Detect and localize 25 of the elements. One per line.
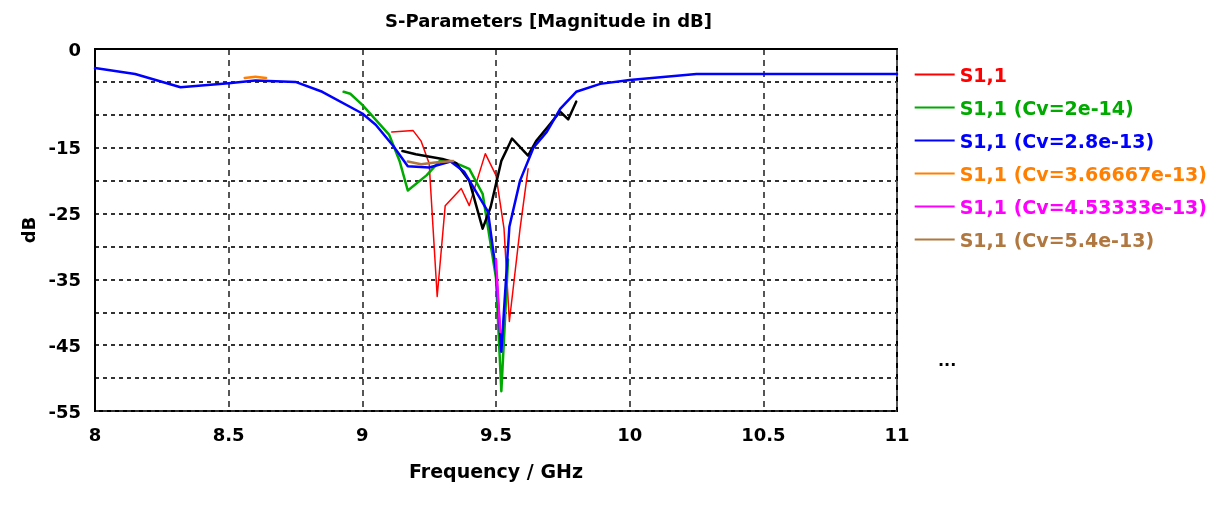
y-tick-label: -35 (48, 268, 81, 290)
y-tick-label: -45 (48, 334, 81, 356)
y-tick-label: -15 (48, 137, 81, 159)
legend-label: S1,1 (959, 63, 1008, 86)
y-tick-label: -25 (48, 203, 81, 225)
legend-label: S1,1 (Cv=4.53333e-13) (959, 195, 1207, 218)
x-tick-label: 10.5 (741, 423, 786, 445)
x-tick-label: 8 (88, 423, 102, 445)
legend-label: S1,1 (Cv=2e-14) (959, 96, 1134, 119)
x-tick-label: 8.5 (212, 423, 245, 445)
x-tick-label: 10 (617, 423, 643, 445)
y-tick-label: -55 (48, 400, 81, 422)
legend-label: S1,1 (Cv=3.66667e-13) (959, 162, 1207, 185)
x-tick-label: 9 (356, 423, 369, 445)
y-axis-title: dB (17, 216, 39, 244)
legend-label: S1,1 (Cv=5.4e-13) (959, 228, 1155, 251)
y-tick-label: 0 (68, 38, 81, 60)
x-tick-label: 11 (884, 423, 910, 445)
text: ... (938, 350, 957, 370)
line-series (93, 66, 899, 354)
legend-label: S1,1 (Cv=2.8e-13) (959, 129, 1155, 152)
chart-title: S-Parameters [Magnitude in dB] (385, 9, 712, 31)
x-tick-label: 9.5 (480, 423, 512, 445)
x-axis-title: Frequency / GHz (409, 459, 583, 482)
line-series (390, 129, 529, 323)
